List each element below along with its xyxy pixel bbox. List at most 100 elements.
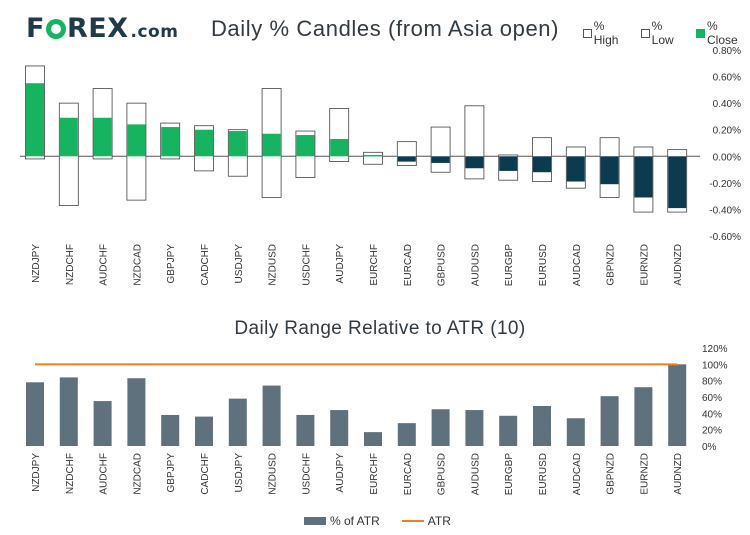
candles-xtick: GBPJPY (166, 244, 177, 284)
candles-xtick: NZDCAD (132, 244, 143, 286)
candles-xtick: NZDCHF (65, 244, 76, 285)
candle-close-body (634, 156, 653, 198)
candle-close-body (566, 156, 585, 182)
legend-atr-label: ATR (427, 514, 451, 528)
logo-o-icon (45, 19, 66, 39)
atr-bar (296, 414, 315, 446)
atr-bar (364, 432, 382, 446)
legend-close-swatch (696, 28, 706, 38)
atr-bar (397, 423, 416, 446)
candles-xtick: AUDJPY (335, 244, 346, 284)
candles-xtick: CADCHF (200, 244, 211, 286)
atr-bar (93, 401, 112, 446)
legend-bars: % of ATR (304, 514, 380, 528)
candle-close-body (397, 156, 416, 162)
legend-low-swatch (640, 28, 650, 38)
candles-ytick: -0.40% (709, 205, 741, 216)
legend-high-label: % High (593, 19, 619, 47)
candle-range (363, 151, 383, 165)
legend-low: % Low (640, 19, 686, 47)
atr-xtick: CADCHF (200, 453, 211, 495)
logo-text-post: REX (66, 13, 129, 44)
candle-close-body (26, 83, 44, 157)
candles-ytick: 0.80% (713, 46, 741, 57)
atr-bar (533, 405, 551, 446)
candles-xtick: NZDUSD (268, 244, 279, 286)
atr-xtick: EURNZD (639, 453, 650, 495)
legend-high: % High (583, 19, 631, 47)
candles-xtick: AUDCAD (572, 244, 583, 286)
atr-xtick: USDJPY (234, 453, 245, 493)
atr-xtick: AUDUSD (470, 453, 481, 495)
candles-xtick: AUDUSD (470, 244, 481, 286)
atr-xtick: NZDUSD (268, 453, 279, 495)
candle-close-body (93, 117, 112, 157)
atr-xtick: GBPNZD (606, 453, 617, 495)
atr-legend: % of ATR ATR (304, 514, 451, 528)
candles-xtick: EURGBP (504, 244, 515, 287)
candles-ytick: 0.60% (713, 73, 741, 84)
candle-close-body (465, 156, 484, 169)
candles-xtick: AUDCHF (99, 244, 110, 286)
atr-plot: 120% 100% 80% 60% 40% 20% 0% NZDJPY NZDCHF AUDCHF… (26, 344, 728, 495)
atr-ytick: 120% (702, 344, 728, 355)
candles-xtick: EURCAD (403, 244, 414, 286)
candle-close-body (364, 154, 382, 157)
candles-ytick: 0.20% (713, 126, 741, 137)
atr-xtick: NZDCAD (132, 453, 143, 495)
candle-range (430, 126, 451, 173)
atr-xtick: AUDNZD (673, 453, 684, 495)
candles-ytick: -0.20% (709, 179, 741, 190)
atr-bar (499, 415, 518, 446)
atr-bar (228, 398, 247, 446)
atr-xtick: EURCAD (403, 453, 414, 495)
candles-xtick: USDCHF (301, 244, 312, 286)
candle-close-body (431, 156, 450, 163)
candle-close-body (228, 131, 247, 157)
atr-xtick: GBPJPY (166, 453, 177, 493)
atr-ytick: 20% (702, 426, 722, 437)
atr-bar (127, 378, 146, 446)
logo-suffix: .com (130, 22, 179, 42)
legend-bars-swatch (304, 517, 326, 525)
candle-close-body (127, 124, 146, 157)
candles-xtick: GBPUSD (437, 244, 448, 286)
atr-bar (330, 410, 349, 446)
atr-xtick: EURCHF (369, 453, 380, 495)
candle-close-body (296, 135, 315, 157)
atr-ytick: 100% (702, 360, 728, 371)
atr-xtick: AUDCHF (99, 453, 110, 495)
candles-ytick: -0.60% (709, 232, 741, 243)
atr-bar (465, 410, 484, 446)
atr-bar (195, 416, 213, 446)
atr-xtick: EURUSD (538, 453, 549, 495)
atr-bar (566, 418, 585, 446)
legend-low-label: % Low (651, 19, 674, 47)
candles-xtick: USDJPY (234, 244, 245, 284)
atr-bar (262, 385, 281, 446)
forex-logo: F REX .com (26, 13, 178, 44)
atr-title: Daily Range Relative to ATR (10) (234, 318, 525, 339)
candles-title: Daily % Candles (from Asia open) (211, 16, 559, 41)
atr-xtick: GBPUSD (437, 453, 448, 495)
atr-bar (59, 377, 78, 446)
candles-xtick: NZDJPY (31, 244, 42, 283)
candle-legend: % High % Low % Close (583, 19, 750, 47)
legend-bars-label: % of ATR (330, 514, 380, 528)
candle-close-body (600, 156, 619, 185)
logo-text-pre: F (26, 13, 45, 44)
candles-ytick: 0.40% (713, 99, 741, 110)
atr-ytick: 0% (702, 442, 717, 453)
candle-close-body (533, 156, 551, 173)
candle-close-body (262, 133, 281, 157)
candles-xtick: EURUSD (538, 244, 549, 286)
atr-xtick: USDCHF (301, 453, 312, 495)
atr-ytick: 80% (702, 377, 722, 388)
candles-ytick: 0.00% (713, 152, 741, 163)
legend-close-label: % Close (707, 19, 738, 47)
atr-ytick: 40% (702, 409, 722, 420)
candle-close-body (499, 156, 518, 171)
atr-xtick: EURGBP (504, 453, 515, 496)
